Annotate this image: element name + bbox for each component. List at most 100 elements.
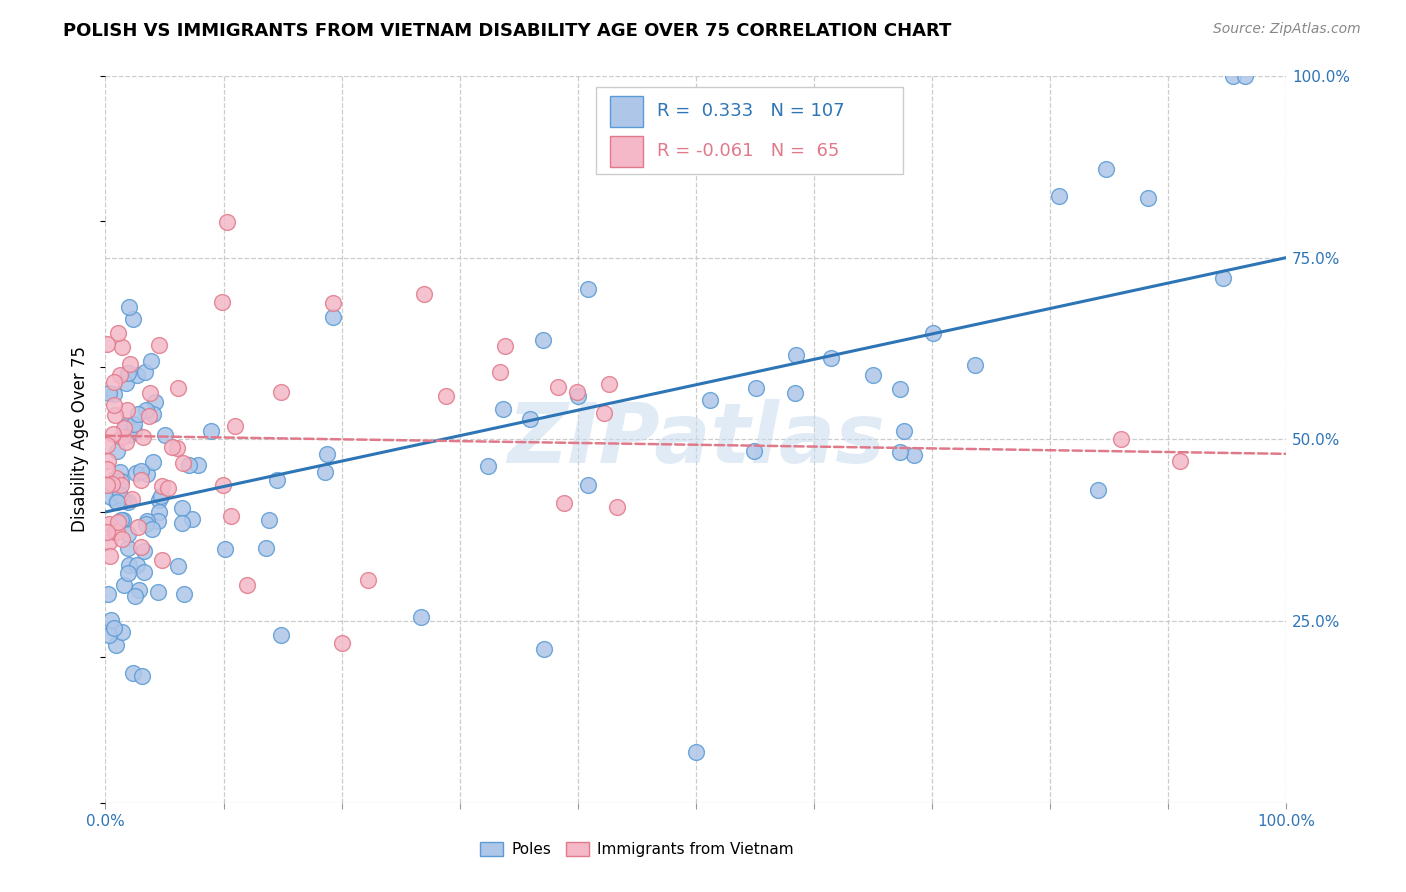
Point: [97, 454, 120, 468]
Point: [112, 420, 135, 434]
Point: [180, 511, 202, 525]
Point: [105, 493, 128, 508]
Point: [135, 403, 157, 417]
Point: [118, 300, 141, 314]
Point: [1094, 162, 1116, 177]
Point: [110, 532, 132, 546]
Point: [1222, 69, 1244, 83]
Point: [531, 333, 554, 347]
Point: [889, 445, 911, 459]
Point: [129, 465, 152, 479]
Point: [103, 375, 125, 389]
Point: [110, 488, 132, 502]
Point: [578, 478, 600, 492]
Point: [117, 527, 139, 541]
Point: [98, 549, 121, 563]
Point: [172, 456, 194, 470]
Point: [129, 540, 152, 554]
Point: [96, 336, 118, 351]
Text: R = -0.061   N =  65: R = -0.061 N = 65: [657, 143, 839, 161]
Point: [148, 514, 170, 528]
Point: [489, 365, 512, 379]
Point: [132, 543, 155, 558]
Point: [107, 515, 129, 529]
Point: [162, 440, 184, 454]
Point: [820, 351, 842, 365]
Point: [1168, 454, 1191, 468]
Point: [122, 417, 145, 431]
Point: [742, 444, 765, 458]
Point: [128, 582, 150, 597]
Point: [138, 409, 160, 424]
Point: [100, 613, 122, 627]
Point: [699, 392, 721, 407]
Point: [200, 424, 222, 438]
Point: [96, 478, 118, 492]
Point: [127, 520, 149, 534]
Point: [96, 525, 118, 540]
Point: [115, 376, 138, 390]
Point: [157, 481, 180, 495]
Point: [1136, 191, 1159, 205]
Point: [903, 448, 925, 462]
Point: [148, 505, 170, 519]
Point: [1211, 271, 1233, 285]
Point: [98, 385, 121, 400]
Point: [108, 465, 131, 479]
Point: [110, 477, 132, 491]
Point: [103, 398, 125, 412]
Point: [215, 215, 238, 229]
Point: [108, 487, 131, 501]
Point: [356, 573, 378, 587]
Point: [105, 444, 128, 458]
Point: [519, 411, 541, 425]
Point: [131, 669, 153, 683]
Point: [127, 407, 149, 421]
Point: [107, 326, 129, 341]
Point: [148, 338, 170, 352]
Point: [142, 455, 165, 469]
Point: [103, 479, 125, 493]
Point: [212, 478, 235, 492]
Point: [110, 624, 132, 639]
Point: [120, 357, 142, 371]
Point: [214, 541, 236, 556]
Point: [166, 559, 188, 574]
Point: [97, 586, 120, 600]
Point: [148, 492, 170, 507]
Point: [135, 514, 157, 528]
Point: [170, 516, 193, 530]
Point: [492, 402, 515, 417]
Point: [314, 465, 336, 479]
Point: [105, 524, 128, 539]
Point: [494, 339, 516, 353]
Point: [224, 419, 246, 434]
Bar: [610, 136, 643, 167]
FancyBboxPatch shape: [596, 87, 903, 174]
Point: [592, 406, 614, 420]
Point: [105, 638, 128, 652]
Point: [685, 745, 707, 759]
Point: [270, 628, 292, 642]
Point: [322, 310, 344, 324]
Point: [104, 408, 127, 422]
Point: [316, 447, 339, 461]
Point: [117, 566, 139, 581]
Point: [122, 424, 145, 438]
Point: [112, 578, 135, 592]
Point: [187, 458, 209, 472]
Point: [101, 426, 124, 441]
Point: [167, 381, 190, 395]
Point: [862, 368, 884, 382]
Point: [143, 394, 166, 409]
Point: [211, 295, 233, 310]
Point: [117, 494, 139, 508]
Text: R =  0.333   N = 107: R = 0.333 N = 107: [657, 103, 845, 120]
Point: [100, 477, 122, 491]
Point: [606, 500, 628, 515]
Point: [1087, 483, 1109, 498]
Point: [150, 552, 173, 566]
Point: [125, 368, 148, 382]
Point: [139, 386, 162, 401]
Point: [785, 348, 807, 362]
